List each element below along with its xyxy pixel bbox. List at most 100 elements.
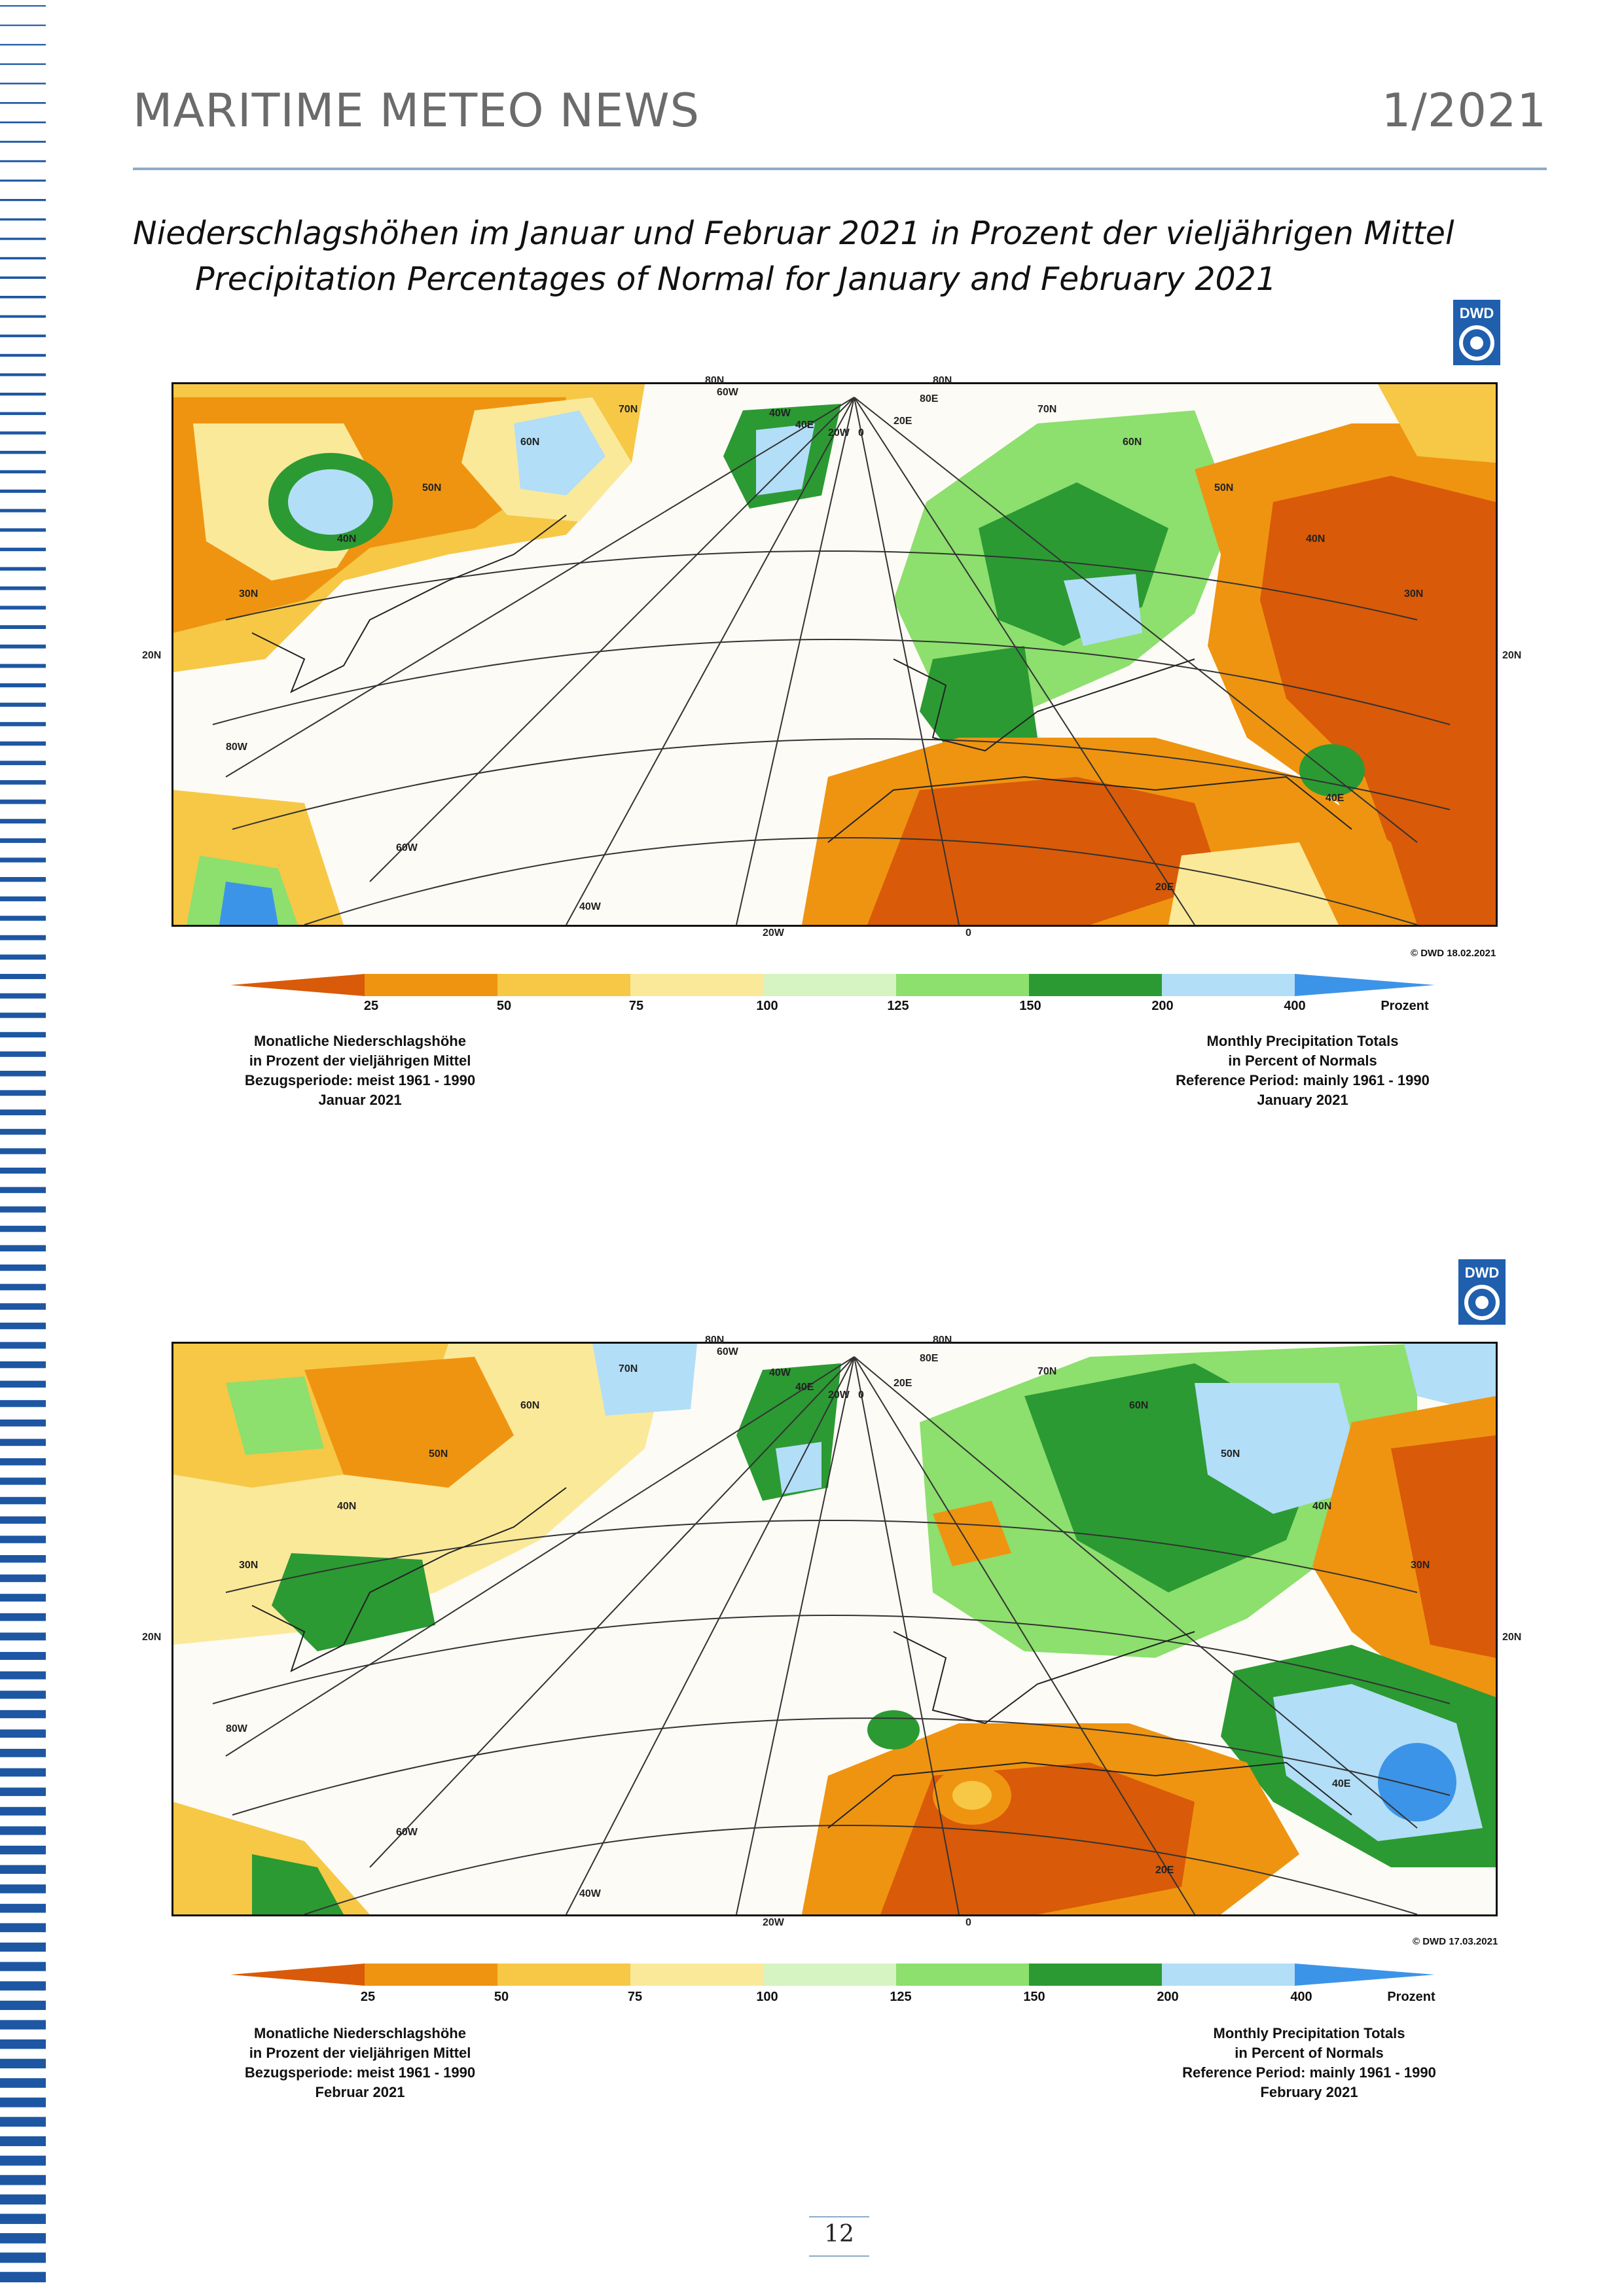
- dwd-logo: DWD: [1453, 300, 1500, 365]
- caption-line: in Percent of Normals: [1235, 2045, 1384, 2061]
- stripe: [0, 1051, 46, 1057]
- legend-tick: 25: [360, 1990, 376, 2004]
- stripe: [0, 509, 46, 512]
- stripe: [0, 1265, 46, 1271]
- stripe: [0, 528, 46, 532]
- stripe: [0, 1535, 46, 1543]
- page-number: 12: [824, 2221, 854, 2248]
- legend-tick: 125: [890, 1990, 912, 2004]
- legend-swatch: [896, 1964, 1029, 1986]
- legend-swatch: [1162, 1964, 1295, 1986]
- stripe: [0, 954, 46, 960]
- stripe: [0, 993, 46, 999]
- legend-swatch: [230, 974, 365, 996]
- stripe: [0, 761, 46, 766]
- stripe: [0, 1943, 46, 1952]
- stripe: [0, 2252, 46, 2263]
- stripe: [0, 1071, 46, 1077]
- map-label: 50N: [422, 482, 442, 493]
- stripe: [0, 2194, 46, 2205]
- stripe: [0, 1148, 46, 1155]
- legend-bar-february: [230, 1964, 1435, 1986]
- map-label: 0: [858, 1390, 864, 1401]
- caption-line: Monthly Precipitation Totals: [1206, 1033, 1399, 1049]
- stripe: [0, 315, 46, 318]
- caption-english-february: Monthly Precipitation Totals in Percent …: [1146, 2024, 1473, 2102]
- map-label: 20N: [1502, 1632, 1522, 1643]
- stripe: [0, 2000, 46, 2011]
- map-label: 70N: [1038, 404, 1057, 415]
- stripe: [0, 625, 46, 629]
- stripe: [0, 296, 46, 298]
- stripe: [0, 334, 46, 338]
- stripe: [0, 1361, 46, 1369]
- decorative-stripes: [0, 5, 46, 2283]
- map-label: 30N: [1404, 588, 1424, 600]
- caption-line: January 2021: [1257, 1092, 1348, 1108]
- map-label: 60W: [717, 1346, 738, 1357]
- copyright-january: © DWD 18.02.2021: [1411, 948, 1496, 959]
- map-label: 20N: [142, 650, 162, 661]
- dwd-logo-text: DWD: [1465, 1265, 1500, 1281]
- stripe: [0, 1322, 46, 1329]
- stripe: [0, 1400, 46, 1407]
- precipitation-map-february: 80N 80N 70N 60N 60N 50N 50N 40N 40N 30N …: [142, 1335, 1521, 1928]
- map-label: 0: [965, 1917, 971, 1928]
- stripe: [0, 644, 46, 649]
- legend-tick: 50: [494, 1990, 509, 2004]
- stripe: [0, 1729, 46, 1738]
- stripe: [0, 586, 46, 590]
- stripe: [0, 1691, 46, 1699]
- issue-number: 1/2021: [1381, 84, 1547, 137]
- stripe: [0, 2020, 46, 2030]
- legend-swatch: [1029, 1964, 1162, 1986]
- stripe: [0, 160, 46, 162]
- stripe: [0, 857, 46, 863]
- map-label: 70N: [619, 1363, 638, 1374]
- stripe: [0, 1710, 46, 1719]
- legend-swatch: [630, 1964, 763, 1986]
- stripe: [0, 1013, 46, 1018]
- title-german: Niederschlagshöhen im Januar und Februar…: [133, 215, 1454, 252]
- stripe: [0, 1574, 46, 1583]
- map-label: 70N: [619, 404, 638, 415]
- stripe: [0, 63, 46, 65]
- map-label: 60N: [520, 1400, 540, 1411]
- stripe: [0, 199, 46, 202]
- stripe: [0, 257, 46, 260]
- stripe: [0, 722, 46, 726]
- map-label: 20N: [1502, 650, 1522, 661]
- stripe: [0, 1981, 46, 1991]
- stripe: [0, 664, 46, 668]
- caption-line: in Prozent der vieljährigen Mittel: [249, 2045, 471, 2061]
- stripe: [0, 1768, 46, 1777]
- stripe: [0, 838, 46, 843]
- stripe: [0, 121, 46, 124]
- stripe: [0, 1846, 46, 1855]
- stripe: [0, 490, 46, 493]
- map-label: 50N: [1221, 1448, 1240, 1460]
- caption-line: February 2021: [1260, 2084, 1358, 2100]
- legend-tick: 200: [1157, 1990, 1179, 2004]
- map-label: 80N: [705, 375, 725, 386]
- map-label: 20E: [893, 1378, 912, 1389]
- map-label: 80W: [226, 1723, 247, 1734]
- legend-swatch: [230, 1964, 365, 1986]
- stripe: [0, 141, 46, 143]
- map-label: 20W: [828, 427, 850, 439]
- stripe: [0, 1594, 46, 1602]
- stripe: [0, 741, 46, 746]
- caption-line: Reference Period: mainly 1961 - 1990: [1176, 1072, 1430, 1088]
- stripe: [0, 1516, 46, 1524]
- stripe: [0, 2117, 46, 2127]
- stripe: [0, 605, 46, 610]
- stripe: [0, 2097, 46, 2108]
- precipitation-map-january: 80N 80N 70N 60N 60N 50N 50N 40N 40N 30N …: [142, 375, 1521, 939]
- map-label: 80N: [705, 1335, 725, 1346]
- legend-tick: 150: [1019, 999, 1041, 1013]
- stripe: [0, 1787, 46, 1797]
- caption-line: Januar 2021: [318, 1092, 402, 1108]
- stripe: [0, 916, 46, 921]
- map-february-canvas: [173, 1344, 1496, 1914]
- legend-tick: 50: [496, 999, 512, 1013]
